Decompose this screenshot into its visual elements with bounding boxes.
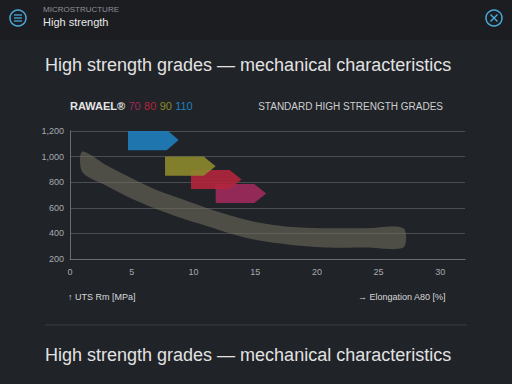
svg-text:High strength: High strength	[43, 16, 108, 28]
svg-text:RAWAEL®: RAWAEL®	[70, 100, 125, 112]
svg-text:MICROSTRUCTURE: MICROSTRUCTURE	[43, 5, 119, 14]
svg-text:25: 25	[374, 267, 384, 277]
svg-text:80: 80	[144, 100, 156, 112]
svg-text:→ Elongation A80 [%]: → Elongation A80 [%]	[358, 292, 446, 302]
svg-text:800: 800	[49, 177, 64, 187]
svg-text:0: 0	[67, 267, 72, 277]
svg-text:STANDARD HIGH STRENGTH GRADES: STANDARD HIGH STRENGTH GRADES	[258, 101, 443, 112]
svg-text:10: 10	[188, 267, 198, 277]
svg-text:30: 30	[435, 267, 445, 277]
svg-text:High strength grades — mechani: High strength grades — mechanical charac…	[45, 345, 451, 365]
svg-text:High strength grades — mechani: High strength grades — mechanical charac…	[45, 55, 451, 75]
svg-text:20: 20	[312, 267, 322, 277]
svg-text:90: 90	[160, 100, 172, 112]
svg-text:↑ UTS Rm [MPa]: ↑ UTS Rm [MPa]	[68, 292, 136, 302]
svg-text:400: 400	[49, 228, 64, 238]
svg-text:1,200: 1,200	[41, 126, 64, 136]
svg-text:70: 70	[128, 100, 140, 112]
svg-text:5: 5	[129, 267, 134, 277]
svg-text:600: 600	[49, 203, 64, 213]
svg-text:200: 200	[49, 254, 64, 264]
svg-text:110: 110	[175, 100, 193, 112]
svg-text:15: 15	[250, 267, 260, 277]
svg-text:1,000: 1,000	[41, 152, 64, 162]
